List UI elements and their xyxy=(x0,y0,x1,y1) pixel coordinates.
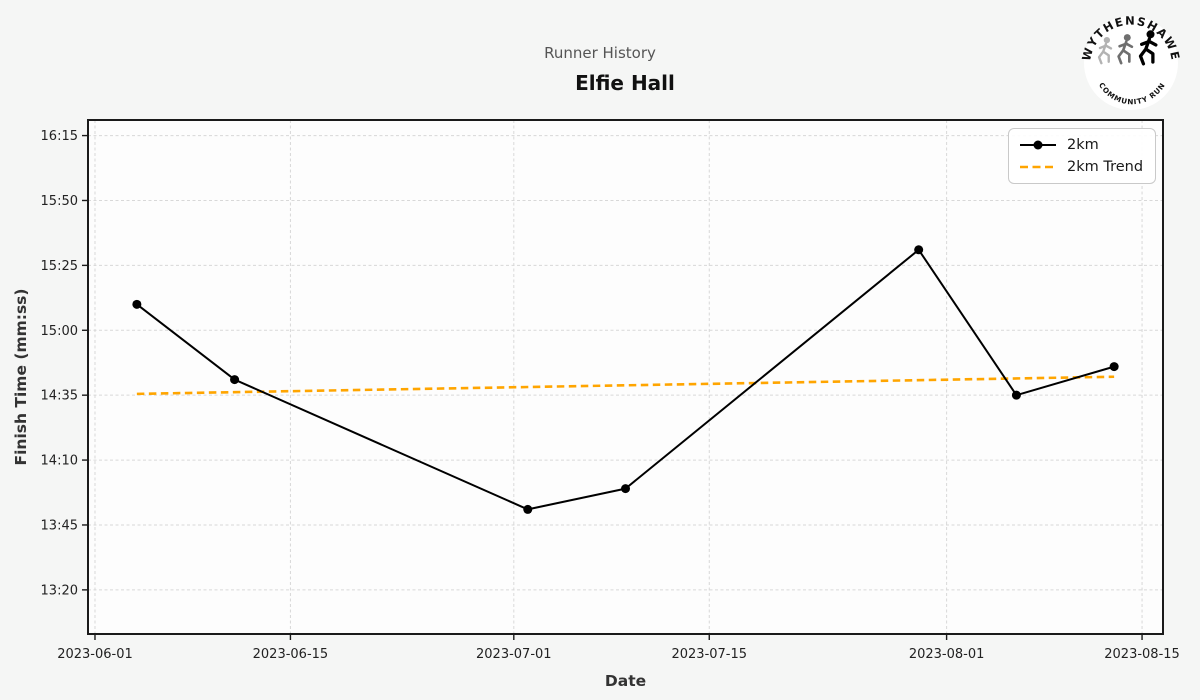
y-tick-label: 15:00 xyxy=(41,324,78,339)
x-tick-label: 2023-06-01 xyxy=(57,647,133,662)
x-tick-label: 2023-06-15 xyxy=(253,647,329,662)
data-point-marker xyxy=(914,245,924,255)
x-tick-label: 2023-07-15 xyxy=(671,647,747,662)
data-point-marker xyxy=(1011,390,1021,400)
plot-area xyxy=(88,120,1163,634)
y-tick-label: 13:45 xyxy=(41,518,78,533)
x-axis-label: Date xyxy=(605,672,646,690)
data-point-marker xyxy=(132,299,142,309)
y-tick-label: 16:15 xyxy=(41,129,78,144)
y-tick-label: 15:25 xyxy=(41,259,78,274)
logo-badge: WYTHENSHAWE COMMUNITY RUN xyxy=(1079,14,1181,110)
data-point-marker xyxy=(1109,362,1119,372)
chart-legend: 2km 2km Trend xyxy=(1008,128,1156,184)
y-tick-label: 13:20 xyxy=(41,583,78,598)
wythenshawe-logo: WYTHENSHAWE COMMUNITY RUN xyxy=(1079,10,1182,114)
legend-dashed-line-icon xyxy=(1020,165,1056,169)
data-point-marker xyxy=(230,375,240,385)
x-tick-label: 2023-08-15 xyxy=(1104,647,1180,662)
y-tick-label: 15:50 xyxy=(41,194,78,209)
legend-item-2km: 2km xyxy=(1019,137,1145,153)
y-tick-label: 14:35 xyxy=(41,389,78,404)
legend-line-marker-icon xyxy=(1020,140,1056,150)
y-axis-label: Finish Time (mm:ss) xyxy=(12,289,30,466)
page-title: Elfie Hall xyxy=(575,71,675,95)
x-tick-label: 2023-08-01 xyxy=(909,647,985,662)
chart-subtitle: Runner History xyxy=(544,44,656,62)
y-tick-label: 14:10 xyxy=(41,454,78,469)
logo-runner-midgray xyxy=(1117,34,1134,65)
legend-label-2km: 2km xyxy=(1067,137,1099,153)
data-point-marker xyxy=(523,504,533,514)
legend-item-2km-trend: 2km Trend xyxy=(1019,159,1145,175)
logo-runner-gray xyxy=(1097,37,1113,65)
logo-runner-black xyxy=(1138,30,1158,66)
plot-border xyxy=(87,119,1164,635)
x-tick-label: 2023-07-01 xyxy=(476,647,552,662)
trend-line-2km xyxy=(136,375,1115,396)
legend-label-2km-trend: 2km Trend xyxy=(1067,159,1144,175)
data-point-marker xyxy=(621,484,630,494)
